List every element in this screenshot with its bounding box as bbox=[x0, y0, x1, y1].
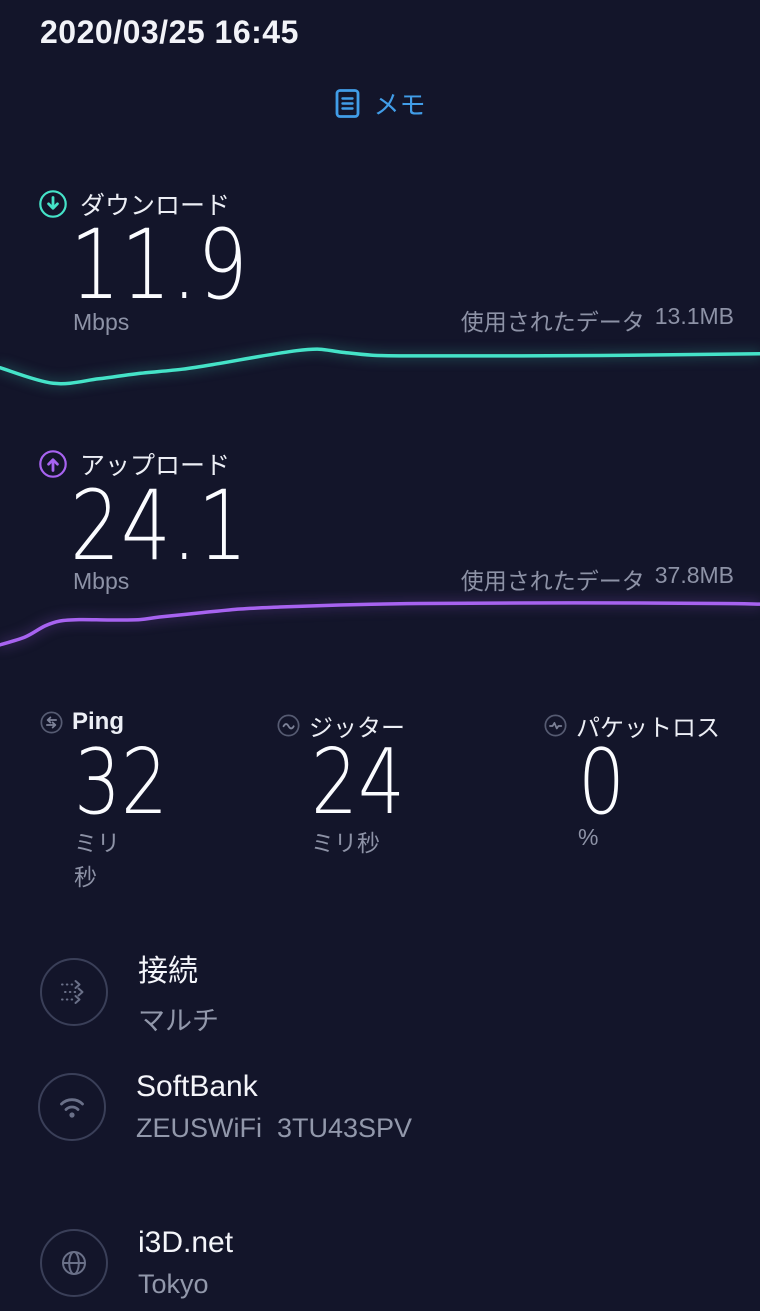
upload-chart bbox=[0, 601, 760, 647]
jitter-label: ジッター bbox=[309, 715, 405, 742]
connection-row: 接続 マルチ bbox=[40, 946, 219, 1038]
upload-value: 24.1 bbox=[70, 470, 249, 582]
upload-data-used: 使用されたデータ 37.8MB bbox=[460, 562, 734, 594]
network-name: SoftBank bbox=[136, 1070, 258, 1103]
server-location: Tokyo bbox=[138, 1269, 209, 1299]
server-row: i3D.net Tokyo bbox=[40, 1226, 233, 1300]
network-row: SoftBank ZEUSWiFi 3TU43SPV bbox=[38, 1070, 412, 1144]
packet-loss-metric: パケットロス 0 % bbox=[544, 700, 720, 850]
network-detail: ZEUSWiFi 3TU43SPV bbox=[136, 1113, 413, 1143]
upload-header: アップロード bbox=[38, 446, 230, 482]
result-datetime: 2020/03/25 16:45 bbox=[40, 14, 299, 50]
upload-icon bbox=[39, 450, 67, 478]
ping-icon bbox=[40, 710, 63, 734]
note-icon bbox=[336, 89, 360, 118]
wifi-icon bbox=[38, 1073, 106, 1141]
globe-icon bbox=[40, 1229, 108, 1297]
download-value: 11.9 bbox=[70, 209, 249, 321]
download-subrow: Mbps 使用されたデータ 13.1MB bbox=[73, 303, 734, 337]
packet-loss-icon bbox=[544, 714, 567, 737]
upload-label: アップロード bbox=[80, 452, 231, 480]
upload-subrow: Mbps 使用されたデータ 37.8MB bbox=[73, 562, 734, 596]
packet-loss-unit: % bbox=[578, 824, 599, 850]
ping-metric: Ping 32 ミリ秒 bbox=[40, 700, 168, 890]
packet-loss-label: パケットロス bbox=[576, 715, 720, 742]
packet-loss-value: 0 bbox=[578, 730, 625, 835]
download-unit: Mbps bbox=[73, 309, 130, 335]
upload-unit: Mbps bbox=[73, 568, 130, 594]
download-icon bbox=[39, 190, 67, 218]
download-chart bbox=[0, 347, 760, 386]
jitter-value: 24 bbox=[311, 730, 405, 835]
download-data-used: 使用されたデータ 13.1MB bbox=[460, 303, 734, 335]
metrics-row: Ping 32 ミリ秒 ジッター 24 ミリ秒 パケットロス bbox=[0, 700, 760, 890]
download-header: ダウンロード bbox=[38, 186, 230, 222]
connection-value: マルチ bbox=[138, 1006, 219, 1036]
server-name: i3D.net bbox=[138, 1226, 234, 1259]
connection-label: 接続 bbox=[138, 955, 198, 988]
jitter-metric: ジッター 24 ミリ秒 bbox=[277, 700, 405, 856]
multi-connection-icon bbox=[40, 958, 108, 1026]
jitter-unit: ミリ秒 bbox=[311, 830, 380, 856]
jitter-icon bbox=[277, 714, 300, 737]
note-button[interactable]: メモ bbox=[328, 84, 431, 123]
note-button-label: メモ bbox=[373, 90, 426, 120]
download-label: ダウンロード bbox=[80, 192, 231, 220]
ping-unit: ミリ秒 bbox=[74, 830, 120, 890]
ping-value: 32 bbox=[74, 730, 168, 835]
ping-label: Ping bbox=[72, 708, 124, 735]
